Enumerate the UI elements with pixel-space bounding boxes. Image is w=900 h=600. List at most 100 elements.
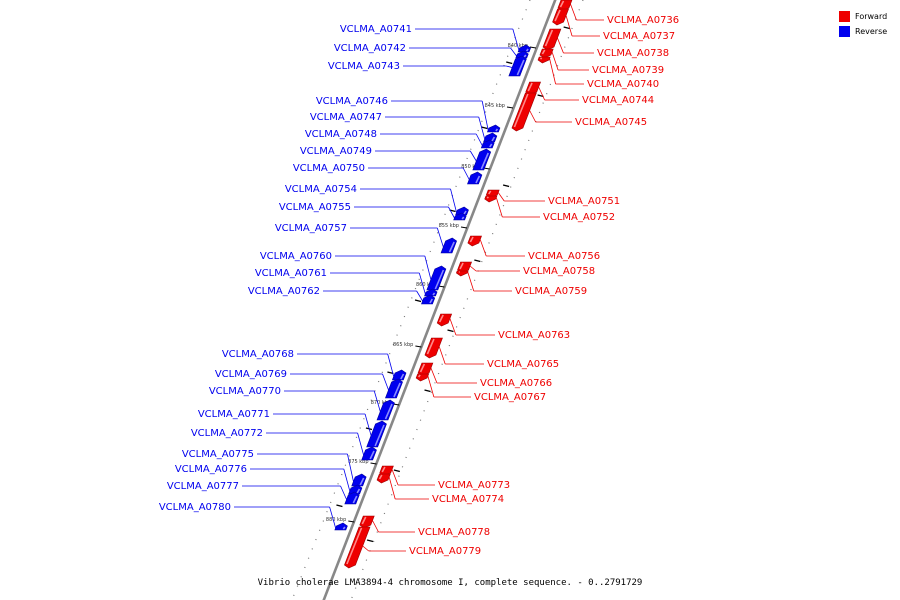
gene-label: VCLMA_A0761 bbox=[255, 268, 327, 279]
label-leader bbox=[551, 51, 559, 71]
gene-highlight bbox=[459, 262, 464, 270]
gene-feature[interactable] bbox=[467, 171, 483, 185]
label-leader bbox=[416, 290, 423, 302]
gene-feature[interactable] bbox=[472, 148, 492, 171]
gene-label: VCLMA_A0780 bbox=[159, 502, 231, 513]
gene-arrow[interactable] bbox=[508, 55, 527, 77]
gene-label: VCLMA_A0750 bbox=[293, 163, 365, 174]
gene-feature[interactable] bbox=[359, 515, 375, 529]
gene-highlight bbox=[378, 474, 383, 480]
gene-highlight bbox=[489, 143, 493, 148]
gene-arrow[interactable] bbox=[351, 473, 367, 487]
gene-feature[interactable] bbox=[376, 473, 391, 484]
gene-feature[interactable] bbox=[344, 526, 371, 569]
gene-arrow[interactable] bbox=[542, 28, 562, 51]
scale-tick bbox=[348, 520, 355, 523]
gene-label: VCLMA_A0778 bbox=[418, 527, 490, 538]
label-leader bbox=[481, 100, 489, 131]
gene-arrow[interactable] bbox=[344, 526, 371, 569]
forward-guide-track bbox=[350, 0, 584, 600]
gene-arrow[interactable] bbox=[376, 399, 395, 421]
legend-item-forward: Forward bbox=[839, 9, 887, 24]
gene-arrow[interactable] bbox=[467, 171, 483, 185]
gene-arrow[interactable] bbox=[467, 235, 482, 247]
gene-highlight bbox=[426, 338, 435, 355]
label-leader bbox=[387, 353, 395, 377]
scale-tick-label: 845 kbp bbox=[485, 103, 505, 109]
gene-label: VCLMA_A0771 bbox=[198, 409, 270, 420]
gene-highlight bbox=[488, 190, 492, 195]
gene-feature[interactable] bbox=[537, 56, 551, 64]
gene-feature[interactable] bbox=[484, 195, 498, 203]
gene-feature[interactable] bbox=[511, 92, 537, 132]
label-leader bbox=[449, 318, 457, 336]
gene-feature[interactable] bbox=[480, 139, 495, 149]
gene-highlight bbox=[346, 527, 363, 565]
backbone-line bbox=[322, 0, 557, 600]
gene-feature[interactable] bbox=[436, 313, 453, 327]
legend-label-forward: Forward bbox=[855, 12, 888, 21]
gene-arrow[interactable] bbox=[511, 92, 537, 132]
gene-feature[interactable] bbox=[453, 212, 467, 221]
gene-arrow[interactable] bbox=[436, 313, 453, 327]
gene-feature[interactable] bbox=[334, 522, 348, 531]
label-leader bbox=[462, 167, 470, 180]
label-leader bbox=[391, 469, 399, 486]
gene-feature[interactable] bbox=[508, 55, 527, 77]
gene-label: VCLMA_A0774 bbox=[432, 494, 504, 505]
gene-feature[interactable] bbox=[467, 235, 482, 247]
gene-feature[interactable] bbox=[455, 270, 469, 277]
gene-label: VCLMA_A0741 bbox=[340, 24, 412, 35]
gene-feature[interactable] bbox=[542, 28, 562, 51]
gene-arrow[interactable] bbox=[472, 148, 492, 171]
gene-arrow[interactable] bbox=[415, 373, 430, 382]
label-leader bbox=[538, 86, 546, 101]
label-leader bbox=[430, 367, 438, 384]
gene-feature[interactable] bbox=[351, 473, 367, 487]
gene-label: VCLMA_A0777 bbox=[167, 481, 239, 492]
gene-arrow[interactable] bbox=[424, 337, 443, 359]
gene-highlight bbox=[475, 175, 481, 184]
gene-arrow[interactable] bbox=[486, 124, 501, 133]
gene-label: VCLMA_A0742 bbox=[334, 43, 406, 54]
gene-label: VCLMA_A0765 bbox=[487, 359, 559, 370]
gene-feature[interactable] bbox=[385, 378, 403, 399]
gene-feature[interactable] bbox=[376, 399, 395, 421]
gene-arrow[interactable] bbox=[344, 491, 360, 505]
gene-feature[interactable] bbox=[421, 294, 436, 305]
gene-feature[interactable] bbox=[486, 124, 501, 133]
label-leader bbox=[510, 47, 517, 57]
gene-feature[interactable] bbox=[415, 373, 430, 382]
gene-feature[interactable] bbox=[344, 491, 360, 505]
gene-arrow[interactable] bbox=[484, 195, 498, 203]
gene-arrow[interactable] bbox=[455, 270, 469, 277]
gene-arrow[interactable] bbox=[552, 8, 569, 26]
gene-feature[interactable] bbox=[517, 44, 531, 53]
gene-feature[interactable] bbox=[424, 337, 443, 359]
gene-arrow[interactable] bbox=[361, 446, 377, 461]
gene-feature[interactable] bbox=[552, 8, 569, 26]
gene-feature[interactable] bbox=[361, 446, 377, 461]
gene-arrow[interactable] bbox=[391, 369, 407, 381]
gene-label: VCLMA_A0766 bbox=[480, 378, 552, 389]
label-leader bbox=[438, 346, 446, 365]
label-leader bbox=[427, 375, 435, 398]
scale-tick-label: 880 kbp bbox=[326, 517, 346, 523]
gene-feature[interactable] bbox=[391, 369, 407, 381]
gene-arrow[interactable] bbox=[359, 515, 375, 529]
gene-label: VCLMA_A0758 bbox=[523, 266, 595, 277]
gene-feature[interactable] bbox=[440, 237, 457, 254]
track-mark bbox=[506, 61, 513, 65]
scale-tick-label: 870 kbp bbox=[371, 400, 391, 406]
gene-label: VCLMA_A0745 bbox=[575, 117, 647, 128]
gene-label: VCLMA_A0762 bbox=[248, 286, 320, 297]
gene-arrow[interactable] bbox=[385, 378, 403, 399]
gene-label: VCLMA_A0763 bbox=[498, 330, 570, 341]
scale-tick-label: 865 kbp bbox=[393, 342, 413, 348]
label-leader bbox=[529, 110, 536, 123]
gene-arrow[interactable] bbox=[440, 237, 457, 254]
gene-arrow[interactable] bbox=[334, 522, 348, 531]
gene-feature[interactable] bbox=[539, 48, 554, 59]
gene-arrow[interactable] bbox=[537, 56, 551, 64]
